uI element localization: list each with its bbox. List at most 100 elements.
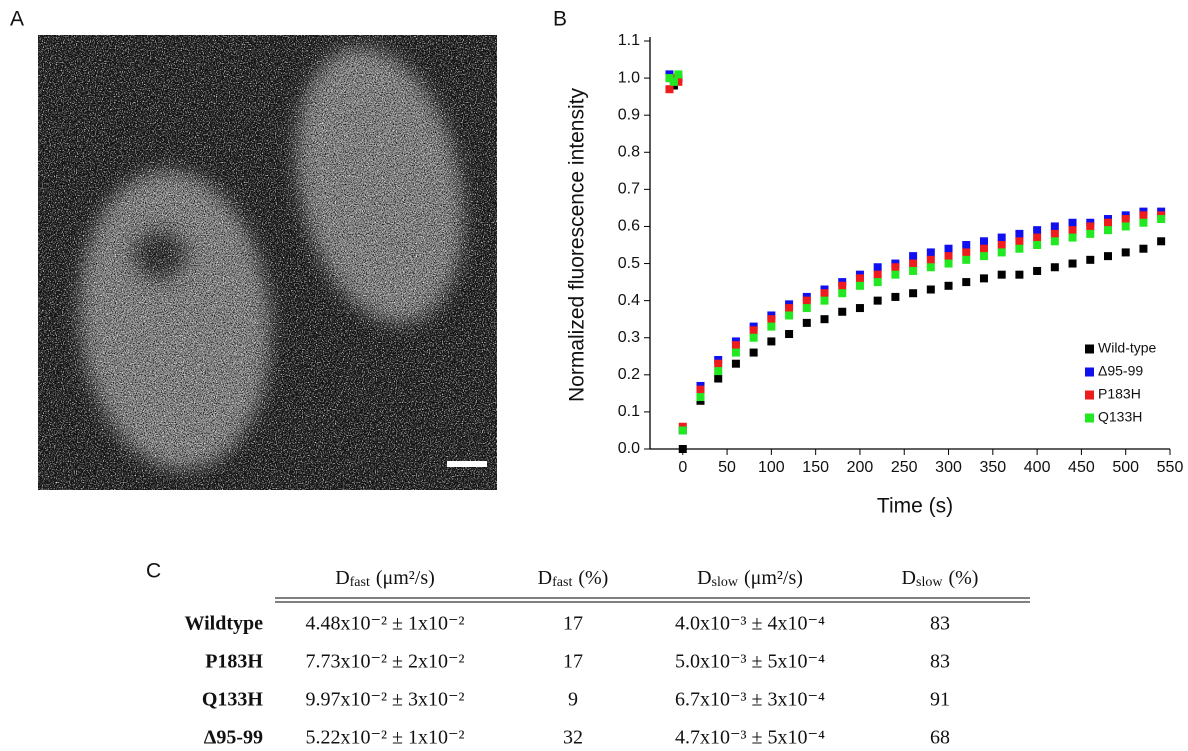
data-point — [1139, 218, 1148, 227]
legend-swatch — [1085, 413, 1094, 423]
data-point — [855, 304, 864, 313]
table-cell: 4.48x10⁻² ± 1x10⁻² — [305, 613, 464, 635]
data-point — [873, 263, 882, 272]
table-cell: 17 — [563, 651, 583, 673]
data-point — [838, 307, 847, 316]
data-point — [855, 274, 864, 283]
row-label: Δ95-99 — [204, 727, 263, 749]
data-point — [944, 252, 953, 261]
data-point — [785, 311, 794, 320]
data-point — [820, 289, 829, 298]
data-point — [696, 393, 705, 402]
data-point — [979, 274, 988, 283]
header-subscript: fast — [552, 575, 572, 590]
header-subscript: fast — [350, 575, 370, 590]
table-cell: 32 — [563, 727, 583, 749]
data-point — [891, 263, 900, 272]
table-cell: 9.97x10⁻² ± 3x10⁻² — [305, 689, 464, 711]
data-point — [1050, 222, 1059, 231]
data-point — [1050, 229, 1059, 238]
data-point — [944, 244, 953, 253]
table-cell: 68 — [930, 727, 950, 749]
data-point — [838, 281, 847, 290]
legend-label: Wild-type — [1098, 340, 1157, 356]
data-point — [678, 426, 687, 435]
y-tick-label: 0.8 — [618, 143, 640, 160]
y-tick-label: 1.0 — [618, 69, 640, 86]
header-unit: (μm²/s) — [744, 567, 803, 589]
data-point — [669, 77, 678, 86]
x-tick-label: 200 — [847, 459, 874, 476]
table-cell: 6.7x10⁻³ ± 3x10⁻⁴ — [675, 689, 825, 711]
x-tick-label: 250 — [891, 459, 918, 476]
data-point — [1015, 244, 1024, 253]
data-point — [909, 252, 918, 261]
row-label: P183H — [205, 651, 263, 673]
header-symbol: D — [538, 567, 552, 589]
data-point — [1033, 241, 1042, 249]
data-point — [1121, 215, 1130, 224]
data-point — [714, 367, 723, 376]
chart: Time (s) Normalized fluorescence intensi… — [566, 32, 1184, 517]
data-point — [962, 255, 971, 264]
data-point — [767, 315, 776, 324]
data-point — [665, 74, 674, 83]
data-point — [1157, 215, 1166, 224]
legend-swatch — [1085, 367, 1094, 377]
data-point — [714, 359, 723, 368]
data-point — [1086, 229, 1095, 238]
y-tick-label: 0.9 — [618, 106, 640, 123]
y-tick-label: 0.7 — [618, 181, 640, 198]
data-point — [1121, 248, 1130, 257]
data-point — [714, 374, 723, 383]
data-point — [997, 248, 1006, 257]
data-point — [1086, 255, 1095, 264]
data-point — [926, 263, 935, 272]
data-point — [962, 248, 971, 257]
data-point — [802, 318, 811, 327]
data-point — [785, 330, 794, 339]
data-point — [926, 255, 935, 264]
x-tick-label: 50 — [718, 459, 736, 476]
header-symbol: D — [902, 567, 916, 589]
panel-label: A — [10, 8, 24, 31]
data-point — [909, 259, 918, 268]
legend-label: P183H — [1098, 386, 1141, 402]
table-cell: 7.73x10⁻² ± 2x10⁻² — [305, 651, 464, 673]
data-point — [1103, 226, 1112, 235]
y-axis-title: Normalized fluorescence intensity — [566, 88, 589, 402]
data-point — [731, 359, 740, 368]
data-point — [1015, 229, 1024, 238]
data-point — [1068, 259, 1077, 268]
legend-label: Q133H — [1098, 409, 1142, 425]
data-point — [855, 281, 864, 290]
data-point — [674, 77, 683, 86]
data-point — [891, 292, 900, 301]
table-cell: 5.0x10⁻³ ± 5x10⁻⁴ — [675, 651, 825, 673]
micrograph — [38, 35, 497, 490]
data-point — [997, 241, 1006, 249]
data-point — [1015, 237, 1024, 246]
data-point — [926, 248, 935, 257]
data-point — [873, 278, 882, 287]
table-cell: 91 — [930, 689, 950, 711]
x-tick-label: 300 — [935, 459, 962, 476]
x-tick-label: 150 — [802, 459, 829, 476]
data-point — [891, 270, 900, 279]
data-point — [1050, 263, 1059, 272]
data-point — [944, 259, 953, 268]
data-point — [749, 348, 758, 357]
x-axis-title: Time (s) — [877, 495, 953, 518]
data-point — [1015, 270, 1024, 279]
table-cell: 5.22x10⁻² ± 1x10⁻² — [305, 727, 464, 749]
y-tick-label: 0.1 — [618, 403, 640, 420]
data-point — [1103, 218, 1112, 227]
column-header: Dslow (%) — [902, 567, 979, 591]
table-cell: 83 — [930, 613, 950, 635]
data-point — [1139, 211, 1148, 220]
data-point — [1068, 218, 1077, 227]
data-point — [962, 241, 971, 249]
data-point — [838, 289, 847, 298]
data-point — [749, 333, 758, 342]
table-cell: 17 — [563, 613, 583, 635]
